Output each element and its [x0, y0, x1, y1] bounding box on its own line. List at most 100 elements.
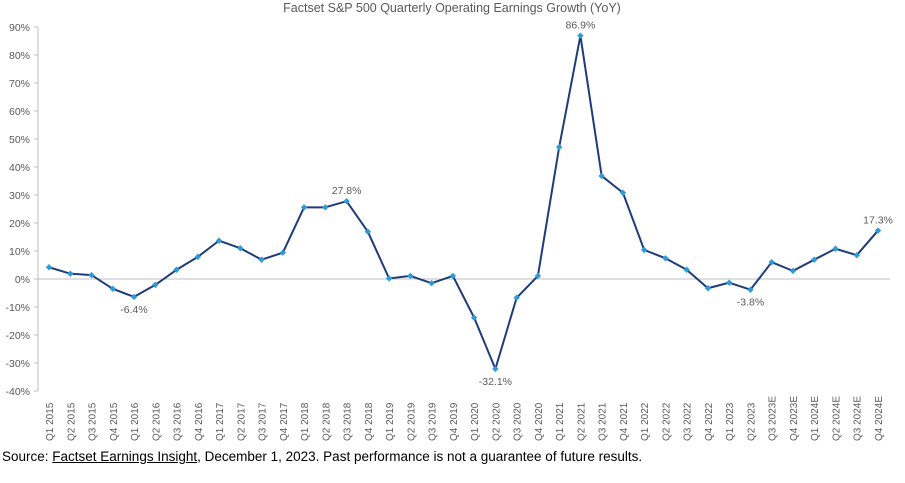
x-tick-label: Q3 2022: [683, 402, 694, 441]
y-tick-label: 0%: [15, 274, 30, 286]
data-point: [874, 227, 882, 234]
y-tick-label: 10%: [9, 246, 30, 258]
data-point: [152, 281, 159, 289]
x-tick-label: Q4 2023E: [789, 396, 800, 441]
y-tick-label: 60%: [9, 106, 30, 118]
data-point: [470, 314, 478, 321]
x-tick-label: Q3 2017: [258, 402, 269, 441]
x-tick-label: Q2 2022: [661, 402, 672, 441]
data-point: [109, 285, 116, 292]
data-point: [173, 266, 180, 273]
y-tick-label: 80%: [9, 50, 30, 62]
x-tick-label: Q4 2022: [704, 402, 715, 441]
data-point: [67, 270, 74, 277]
series-line: [45, 32, 882, 373]
data-point: [300, 204, 308, 211]
data-point: [279, 249, 287, 256]
x-tick-label: Q1 2022: [640, 402, 651, 441]
data-point: [726, 279, 733, 286]
x-tick-label: Q2 2021: [576, 402, 587, 441]
earnings-growth-chart: Factset S&P 500 Quarterly Operating Earn…: [5, 1, 893, 441]
series-polyline: [48, 34, 879, 370]
data-point: [322, 204, 329, 211]
x-tick-label: Q2 2023: [746, 402, 757, 441]
x-tick-label: Q1 2021: [555, 402, 566, 441]
data-label: -3.8%: [737, 297, 764, 309]
x-tick-label: Q4 2015: [109, 402, 120, 441]
x-tick-label: Q2 2017: [236, 402, 247, 441]
data-point: [853, 252, 860, 259]
x-tick-label: Q3 2023E: [768, 396, 779, 441]
data-point: [513, 294, 520, 301]
data-point: [811, 256, 818, 263]
source-suffix: , December 1, 2023. Past performance is …: [197, 449, 643, 464]
x-tick-label: Q1 2015: [45, 402, 56, 441]
data-point: [640, 246, 648, 254]
y-tick-label: -30%: [5, 358, 30, 370]
x-tick-label: Q3 2024E: [853, 396, 864, 441]
data-point: [237, 245, 244, 252]
y-tick-label: 90%: [9, 22, 30, 34]
data-point: [492, 365, 499, 373]
y-tick-label: -20%: [5, 330, 30, 342]
x-tick-label: Q2 2016: [151, 402, 162, 441]
data-point: [768, 259, 775, 266]
x-tick-label: Q2 2018: [321, 402, 332, 441]
x-tick-label: Q1 2019: [385, 402, 396, 441]
data-point: [88, 271, 95, 279]
data-point: [130, 293, 138, 301]
data-point: [662, 255, 669, 262]
data-point: [194, 253, 201, 261]
x-tick-label: Q3 2015: [88, 402, 99, 441]
data-point: [449, 272, 457, 280]
x-tick-label: Q3 2020: [513, 402, 524, 441]
source-prefix: Source:: [2, 449, 53, 464]
y-tick-label: 50%: [9, 134, 30, 146]
data-labels: -6.4% 27.8% -32.1% 86.9% -3.8% 17.3%: [120, 20, 893, 388]
data-point: [747, 286, 754, 293]
x-tick-label: Q4 2018: [364, 402, 375, 441]
y-tick-label: 70%: [9, 78, 30, 90]
x-tick-label: Q3 2016: [173, 402, 184, 441]
chart-title: Factset S&P 500 Quarterly Operating Earn…: [283, 1, 621, 15]
x-tick-label: Q3 2018: [343, 402, 354, 441]
data-point: [704, 285, 712, 292]
x-tick-label: Q3 2021: [598, 402, 609, 441]
y-tick-label: 30%: [9, 190, 30, 202]
data-point: [258, 256, 265, 263]
data-point: [577, 32, 584, 39]
data-point: [534, 272, 542, 280]
x-tick-label: Q2 2019: [406, 402, 417, 441]
data-point: [343, 197, 350, 205]
x-tick-label: Q1 2020: [470, 402, 481, 441]
data-point: [45, 264, 53, 271]
x-tick-label: Q4 2017: [279, 402, 290, 441]
x-tick-label: Q4 2019: [449, 402, 460, 441]
x-tick-label: Q1 2024E: [810, 396, 821, 441]
data-point: [428, 280, 435, 287]
data-point: [364, 228, 372, 235]
data-label: 86.9%: [566, 20, 596, 32]
data-point: [555, 143, 563, 151]
x-axis: Q1 2015 Q2 2015 Q3 2015 Q4 2015 Q1 2016 Q2 20…: [38, 278, 890, 441]
y-tick-label: 20%: [9, 218, 30, 230]
source-link[interactable]: Factset Earnings Insight: [52, 449, 198, 464]
x-tick-label: Q2 2020: [491, 402, 502, 441]
y-tick-label: 40%: [9, 162, 30, 174]
data-point: [598, 172, 605, 180]
x-tick-label: Q1 2023: [725, 402, 736, 441]
x-tick-label: Q4 2021: [619, 402, 630, 441]
x-tick-label: Q4 2020: [534, 402, 545, 441]
data-label: 27.8%: [332, 185, 362, 197]
data-point: [619, 189, 627, 196]
data-point: [832, 245, 839, 252]
x-tick-label: Q4 2024E: [874, 396, 885, 441]
x-tick-label: Q2 2024E: [831, 396, 842, 441]
data-point: [683, 266, 690, 273]
y-tick-label: -40%: [5, 386, 30, 398]
data-point: [789, 267, 797, 275]
x-tick-label: Q1 2016: [130, 402, 141, 441]
x-tick-label: Q2 2015: [66, 402, 77, 441]
data-point: [407, 272, 414, 280]
x-tick-label: Q4 2016: [194, 402, 205, 441]
